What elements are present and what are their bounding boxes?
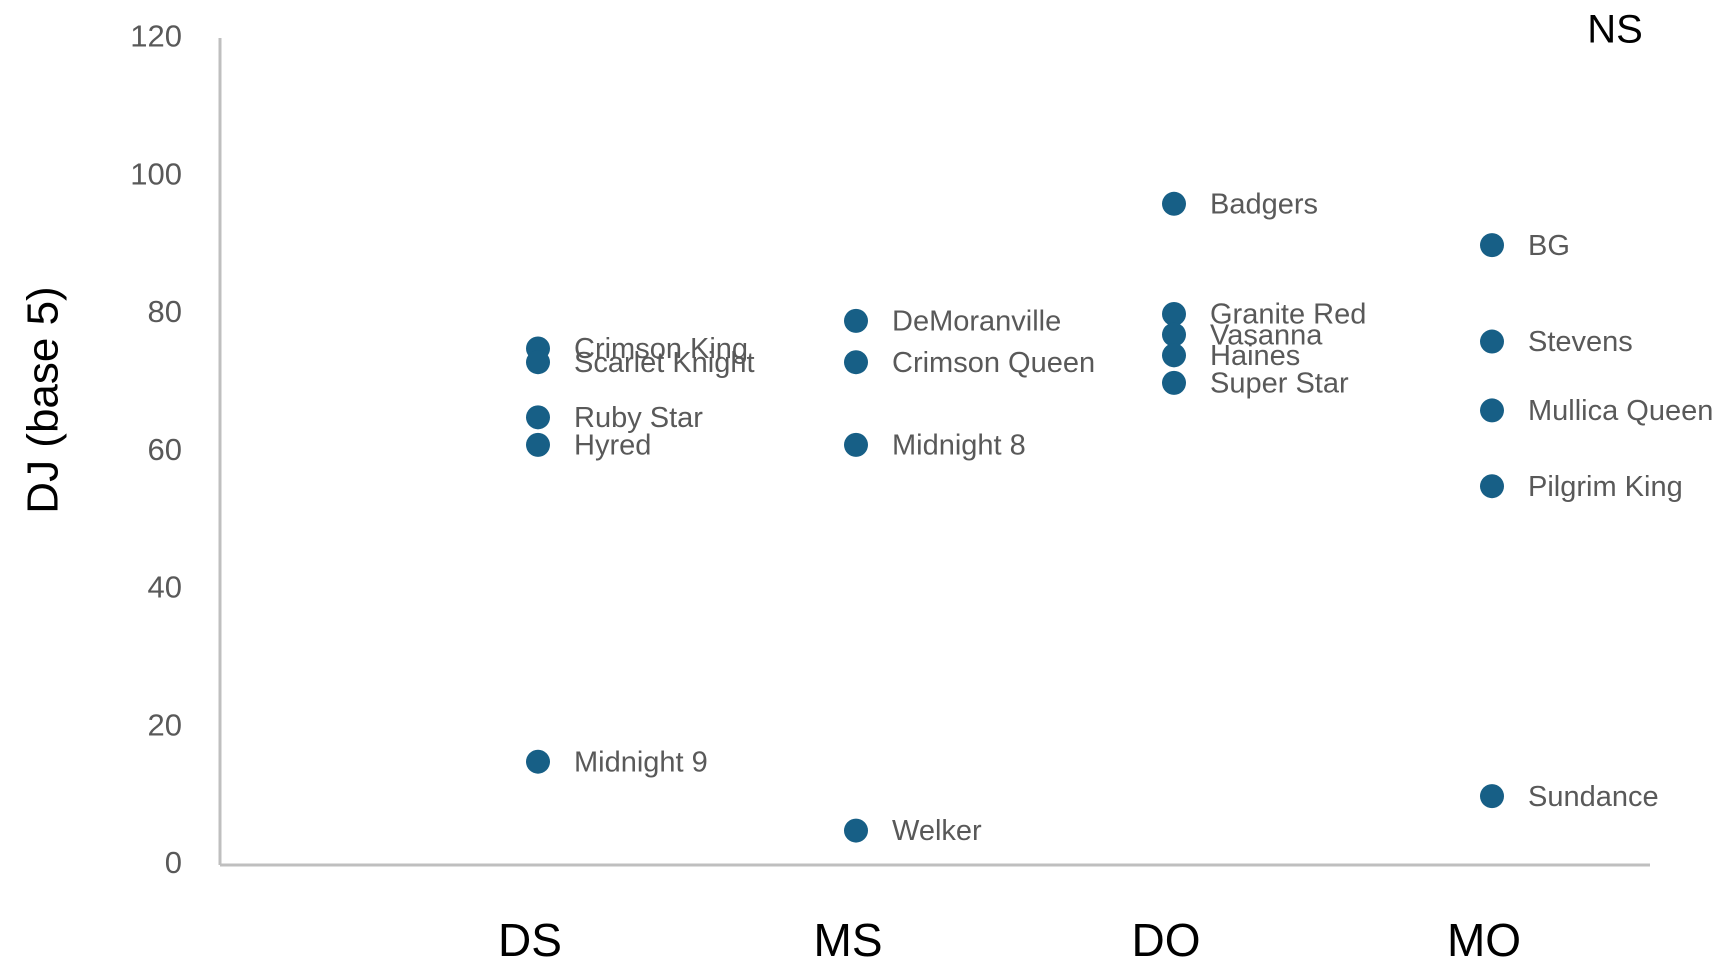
point bbox=[844, 818, 868, 843]
point bbox=[1480, 784, 1504, 809]
point bbox=[1480, 233, 1504, 258]
point-label: DeMoranville bbox=[892, 306, 1061, 338]
point-label: Sundance bbox=[1528, 781, 1659, 813]
point bbox=[1162, 343, 1186, 368]
y-tick-label: 100 bbox=[130, 156, 182, 191]
x-tick-label: DS bbox=[498, 914, 562, 966]
y-axis-label: DJ (base 5) bbox=[19, 286, 68, 513]
point-label: Pilgrim King bbox=[1528, 471, 1683, 503]
point-label: Midnight 9 bbox=[574, 746, 708, 778]
y-tick-label: 0 bbox=[165, 845, 182, 880]
x-tick-label: MO bbox=[1447, 914, 1521, 966]
point bbox=[844, 432, 868, 457]
point bbox=[1480, 398, 1504, 423]
point bbox=[526, 350, 550, 375]
point-label: Hyred bbox=[574, 430, 651, 462]
point bbox=[526, 432, 550, 457]
point-label: Badgers bbox=[1210, 188, 1318, 220]
point-label: Mullica Queen bbox=[1528, 395, 1713, 427]
x-tick-label: DO bbox=[1132, 914, 1201, 966]
point-label: BG bbox=[1528, 230, 1570, 262]
point-label: Vasanna bbox=[1210, 319, 1323, 351]
y-tick-label: 80 bbox=[148, 294, 182, 329]
point bbox=[844, 350, 868, 375]
point bbox=[526, 405, 550, 430]
y-tick-label: 60 bbox=[148, 432, 182, 467]
point bbox=[1162, 370, 1186, 395]
point bbox=[526, 749, 550, 774]
x-tick-label: MS bbox=[814, 914, 883, 966]
point bbox=[844, 308, 868, 333]
y-tick-label: 120 bbox=[130, 19, 182, 54]
point-label: Welker bbox=[892, 815, 982, 847]
point bbox=[1480, 474, 1504, 499]
point-label: Crimson King bbox=[574, 333, 748, 365]
point-label: Crimson Queen bbox=[892, 347, 1095, 379]
y-tick-label: 20 bbox=[148, 707, 182, 742]
point-label: Haines bbox=[1210, 340, 1300, 372]
y-tick-label: 40 bbox=[148, 570, 182, 605]
point-label: Ruby Star bbox=[574, 402, 703, 434]
point-label: Stevens bbox=[1528, 326, 1633, 358]
point-label: Midnight 8 bbox=[892, 430, 1026, 462]
point-label: Scarlet Knight bbox=[574, 347, 755, 379]
point-label: Super Star bbox=[1210, 368, 1349, 400]
point bbox=[1162, 302, 1186, 326]
point-label: Granite Red bbox=[1210, 299, 1366, 331]
point bbox=[1480, 329, 1504, 354]
annotation: NS bbox=[1587, 8, 1643, 52]
point bbox=[1162, 191, 1186, 216]
point bbox=[1162, 322, 1186, 347]
